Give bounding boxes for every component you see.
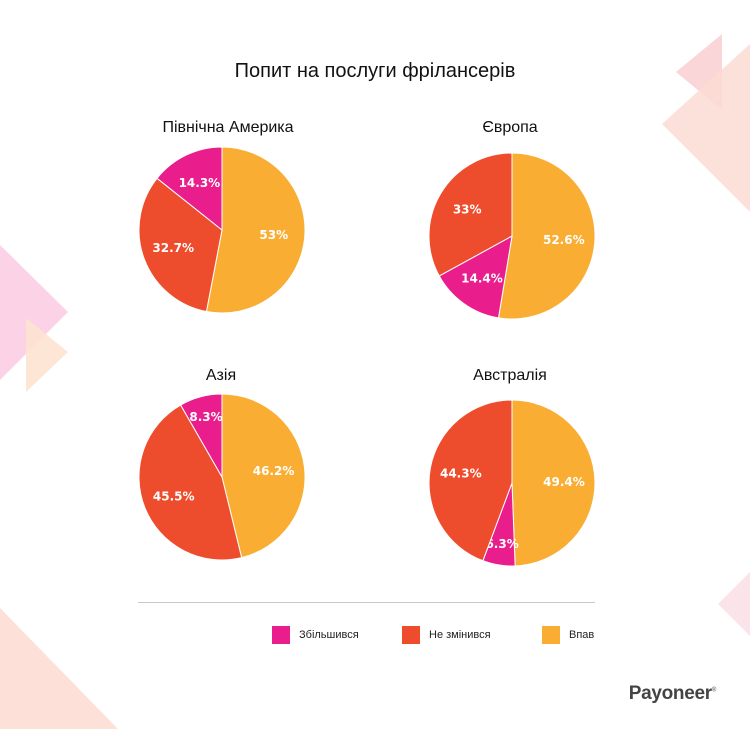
- pie-slice-increased: [156, 146, 223, 232]
- logo-mark: ®: [711, 687, 716, 694]
- chart-title-north-america: Північна Америка: [162, 119, 294, 136]
- deco-triangle: [0, 608, 118, 729]
- legend-swatch: [402, 626, 420, 644]
- slice-value-label: 33%: [453, 203, 482, 217]
- pie-slice-increased: [438, 235, 513, 319]
- slice-value-label: 32.7%: [152, 241, 194, 255]
- deco-triangle: [718, 572, 750, 636]
- pie-chart-europe: 52.6% 14.4% 33%: [428, 152, 596, 320]
- legend-item-increased: Збільшився: [272, 625, 359, 645]
- pie-chart-australia: 49.4% 6.3% 44.3%: [428, 399, 596, 567]
- pie-slice-unchanged: [138, 404, 243, 561]
- deco-triangle: [662, 44, 750, 212]
- legend-swatch: [542, 626, 560, 644]
- pie-slice-unchanged: [428, 399, 513, 562]
- legend-item-decreased: Впав: [542, 625, 594, 645]
- slice-value-label: 53%: [259, 228, 288, 242]
- pie-slice-increased: [179, 393, 223, 479]
- slice-value-label: 45.5%: [153, 489, 195, 503]
- pie-slice-decreased: [221, 393, 306, 559]
- legend-label: Не змінився: [429, 629, 491, 641]
- slice-value-label: 6.3%: [485, 537, 518, 551]
- pie-slice-unchanged: [138, 177, 223, 313]
- slice-value-label: 8.3%: [189, 410, 222, 424]
- payoneer-logo: Payoneer®: [628, 683, 717, 705]
- legend-item-unchanged: Не змінився: [402, 625, 491, 645]
- pie-slice-unchanged: [428, 152, 513, 277]
- pie-slice-decreased: [205, 146, 306, 314]
- slice-value-label: 14.3%: [179, 176, 221, 190]
- page-title: Попит на послуги фрілансерів: [234, 60, 516, 82]
- deco-triangle: [0, 245, 68, 380]
- slice-value-label: 14.4%: [461, 271, 503, 285]
- logo-text: Payoneer: [628, 683, 712, 704]
- deco-triangle: [26, 318, 68, 392]
- legend-swatch: [272, 626, 290, 644]
- chart-title-australia: Австралія: [473, 367, 547, 384]
- slice-value-label: 46.2%: [253, 464, 295, 478]
- slice-value-label: 44.3%: [440, 467, 482, 481]
- pie-chart-north-america: 53% 32.7% 14.3%: [138, 146, 306, 314]
- legend-label: Впав: [569, 629, 595, 641]
- legend-label: Збільшився: [299, 629, 359, 641]
- slice-value-label: 52.6%: [543, 233, 585, 247]
- legend-divider: [138, 602, 595, 603]
- slice-value-label: 49.4%: [543, 475, 585, 489]
- chart-title-asia: Азія: [205, 367, 237, 384]
- pie-slice-decreased: [497, 152, 596, 320]
- chart-title-europe: Європа: [482, 119, 538, 136]
- pie-chart-asia: 46.2% 45.5% 8.3%: [138, 393, 306, 561]
- pie-slice-decreased: [511, 399, 596, 567]
